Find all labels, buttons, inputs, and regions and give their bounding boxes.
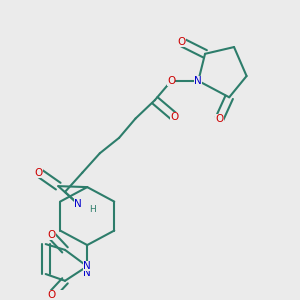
Text: O: O	[167, 76, 176, 86]
Text: O: O	[47, 230, 56, 240]
Text: N: N	[83, 268, 91, 278]
Text: N: N	[74, 199, 81, 208]
Text: O: O	[178, 37, 186, 47]
Text: N: N	[194, 76, 202, 86]
Text: H: H	[89, 205, 95, 214]
Text: O: O	[47, 290, 56, 300]
Text: O: O	[215, 113, 224, 124]
Text: O: O	[170, 112, 178, 122]
Text: O: O	[35, 168, 43, 178]
Text: N: N	[83, 261, 91, 271]
